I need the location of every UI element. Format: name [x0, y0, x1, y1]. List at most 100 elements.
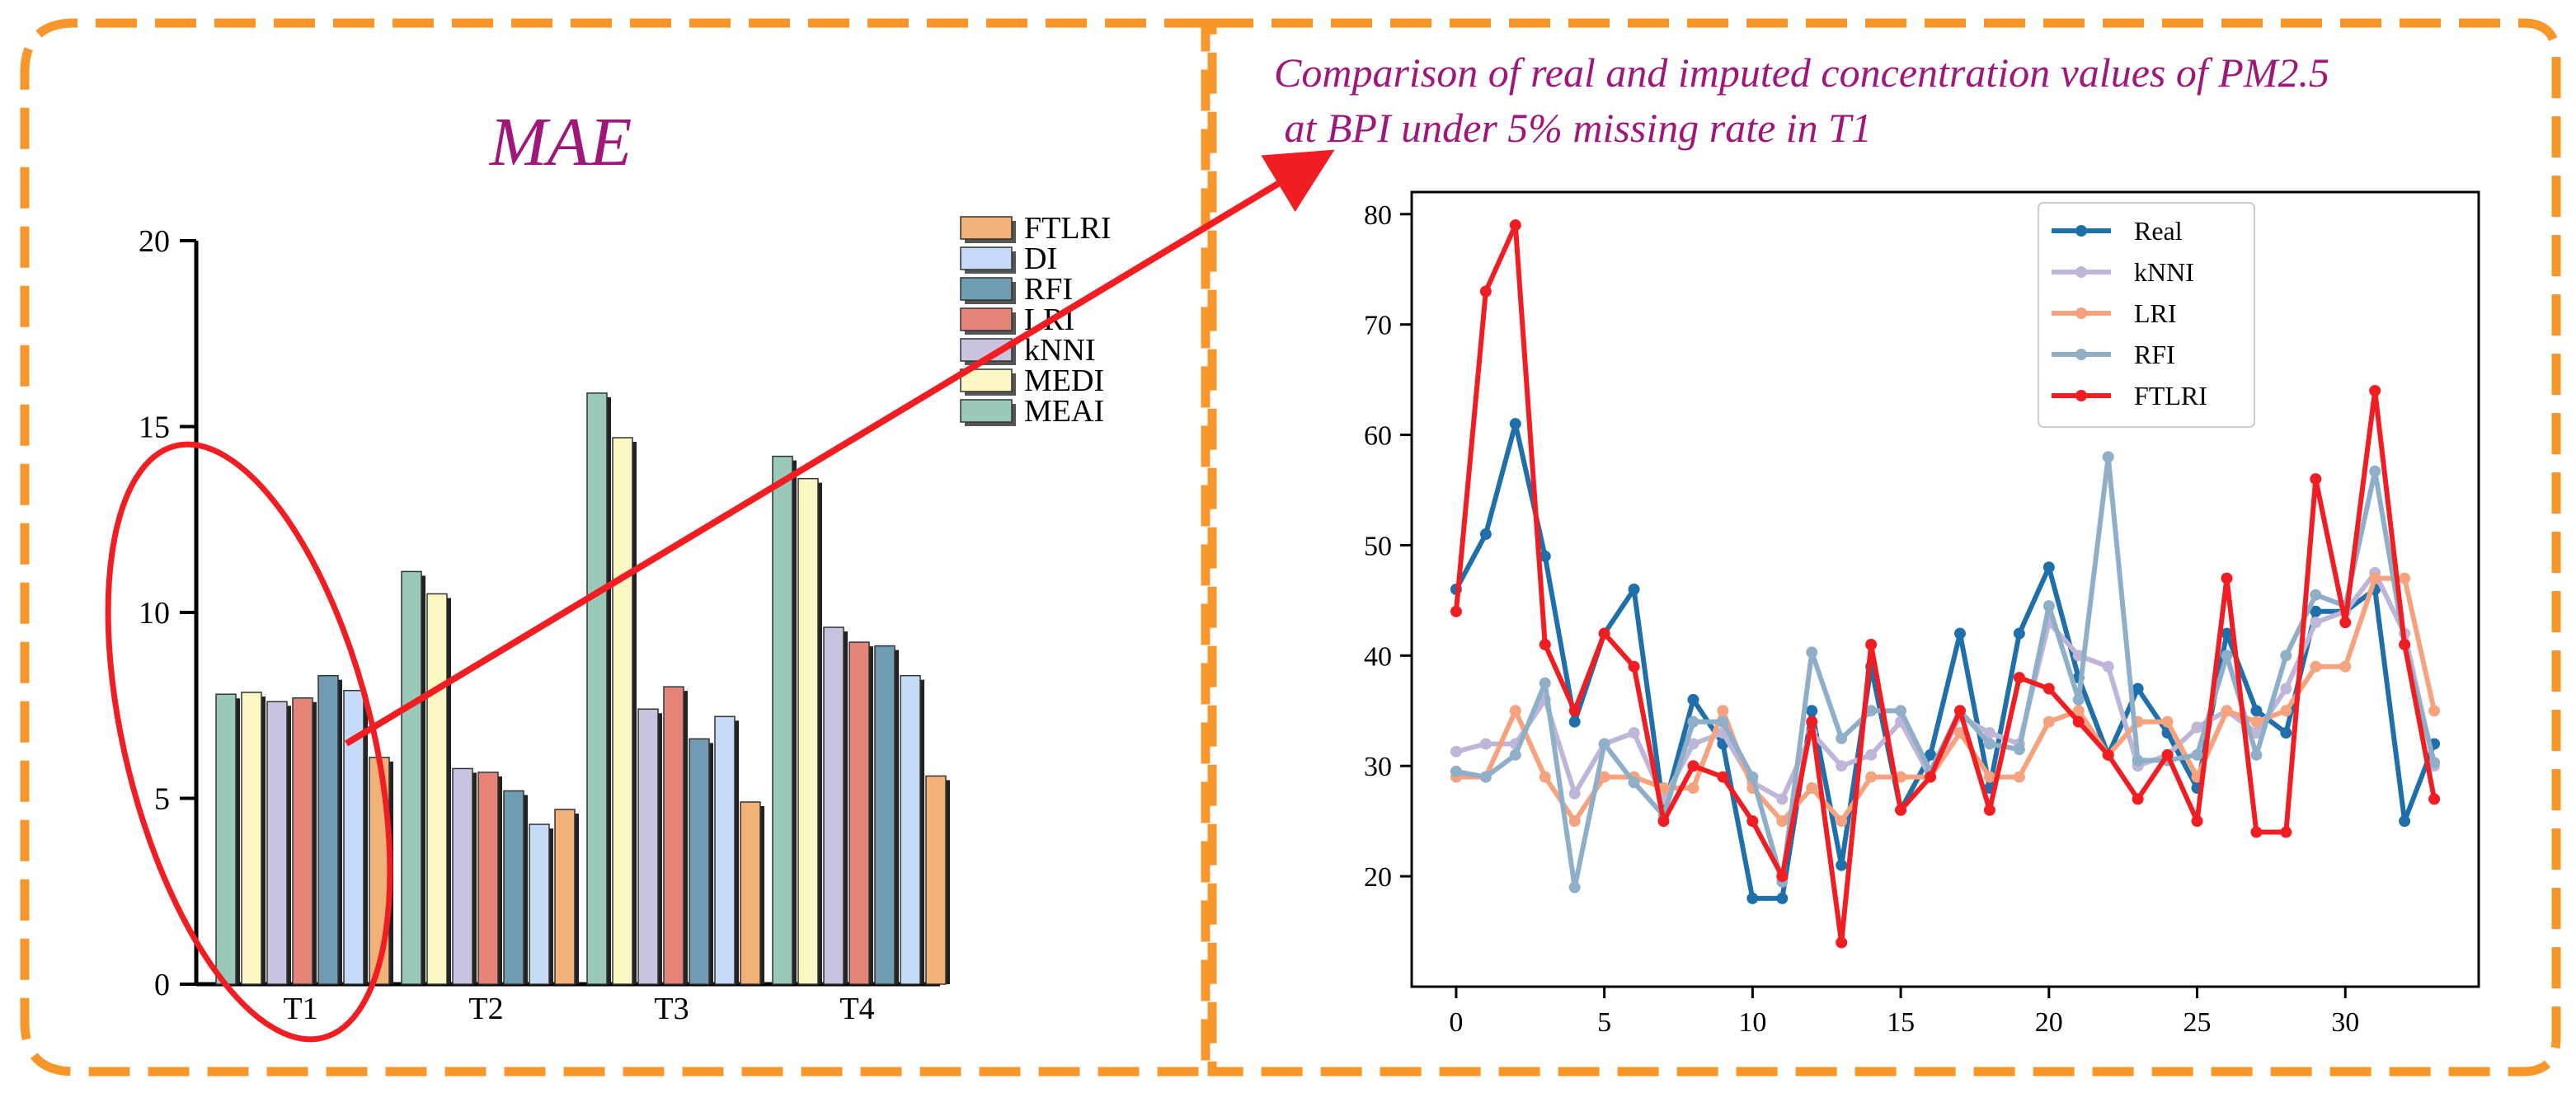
bar-LRI-T3 [663, 686, 684, 985]
line-point-RFI [1806, 646, 1818, 659]
line-y-tick-label: 70 [1364, 311, 1392, 341]
line-point-FTLRI [2102, 748, 2114, 761]
line-point-RFI [1983, 738, 1995, 750]
line-point-RFI [1509, 748, 1521, 761]
line-point-FTLRI [2369, 385, 2381, 396]
line-point-LRI [2399, 572, 2411, 584]
line-point-FTLRI [1865, 638, 1878, 650]
line-point-LRI [1539, 771, 1551, 783]
bar-chart-title: MAE [489, 104, 632, 181]
bar-kNNI-T4 [823, 626, 844, 985]
line-point-LRI [2221, 705, 2233, 717]
bar-y-tick-label: 20 [139, 224, 170, 259]
line-series-Real [1454, 421, 2437, 901]
line-point-Real [1806, 705, 1818, 717]
line-point-LRI [1598, 771, 1610, 783]
line-point-Real [1509, 418, 1521, 430]
line-point-kNNI [2250, 727, 2263, 739]
line-point-RFI [2132, 754, 2144, 767]
line-point-Real [2310, 605, 2322, 617]
line-point-FTLRI [2013, 672, 2025, 684]
line-point-LRI [1717, 705, 1729, 717]
line-point-LRI [1509, 705, 1521, 717]
line-point-Real [1479, 528, 1492, 541]
line-point-Real [2399, 815, 2411, 828]
line-point-LRI [2339, 660, 2352, 673]
line-point-LRI [2280, 705, 2292, 717]
bar-RFI-T1 [317, 674, 339, 985]
bar-legend-swatch-RFI [960, 277, 1013, 301]
line-plot-frame [1410, 190, 2480, 988]
line-legend-label: Real [2134, 216, 2183, 246]
bar-MEAI-T3 [586, 392, 608, 985]
line-point-RFI [1628, 776, 1640, 789]
bar-FTLRI-T3 [740, 801, 761, 985]
line-point-FTLRI [1450, 605, 1462, 617]
line-point-LRI [2042, 715, 2055, 728]
line-point-LRI [2369, 572, 2381, 584]
line-x-tick-label: 30 [2331, 1007, 2359, 1038]
line-point-RFI [1539, 677, 1551, 689]
line-point-LRI [1776, 815, 1789, 828]
line-point-FTLRI [1746, 815, 1759, 828]
line-point-Real [1628, 584, 1640, 595]
line-point-FTLRI [2042, 683, 2055, 695]
line-point-FTLRI [1657, 815, 1670, 828]
line-point-kNNI [2310, 617, 2322, 629]
line-point-FTLRI [1717, 771, 1729, 783]
bar-legend-label: RFI [1024, 272, 1073, 307]
line-point-RFI [2221, 650, 2233, 662]
bar-legend-swatch-MEAI [960, 399, 1013, 423]
line-y-tick-label: 40 [1364, 641, 1392, 672]
line-point-FTLRI [1568, 705, 1581, 717]
line-series [1450, 219, 2441, 949]
line-y-tick-label: 80 [1364, 200, 1392, 231]
line-point-Real [2280, 727, 2292, 739]
line-point-kNNI [2102, 660, 2114, 673]
line-point-LRI [1953, 727, 1966, 739]
line-point-RFI [2310, 589, 2322, 601]
line-point-FTLRI [1836, 936, 1848, 949]
line-point-LRI [1895, 771, 1907, 783]
line-point-FTLRI [1776, 870, 1789, 883]
bar-legend-label: kNNI [1024, 333, 1096, 368]
bar-legend-label: MEAI [1024, 394, 1104, 429]
line-point-LRI [2013, 771, 2025, 783]
line-point-kNNI [1479, 738, 1492, 750]
line-point-FTLRI [1539, 638, 1551, 650]
bar-LRI-T1 [292, 697, 313, 985]
bar-x-tick-label: T1 [283, 992, 317, 1026]
line-legend-marker [2075, 266, 2087, 278]
line-point-RFI [2191, 748, 2203, 761]
line-point-kNNI [1776, 793, 1789, 805]
line-point-FTLRI [2428, 793, 2441, 805]
line-point-LRI [2250, 715, 2263, 728]
bar-MEDI-T4 [797, 477, 819, 985]
line-point-RFI [1598, 738, 1610, 750]
line-point-Real [1539, 550, 1551, 562]
bar-LRI-T4 [848, 641, 870, 985]
line-series-LRI [1455, 575, 2437, 824]
line-point-FTLRI [2339, 617, 2352, 629]
bar-MEDI-T3 [612, 437, 633, 985]
line-point-FTLRI [2191, 815, 2203, 828]
line-point-RFI [1746, 771, 1759, 783]
line-point-FTLRI [1925, 771, 1937, 783]
line-point-LRI [1983, 771, 1995, 783]
line-point-LRI [1806, 782, 1818, 794]
line-x-tick-label: 25 [2183, 1007, 2212, 1038]
line-point-Real [2221, 627, 2233, 640]
bar-MEAI-T4 [772, 455, 793, 985]
line-point-RFI [2428, 757, 2441, 769]
line-point-FTLRI [1598, 627, 1610, 640]
bar-legend-label: MEDI [1024, 364, 1104, 398]
bar-LRI-T2 [477, 772, 499, 985]
bar-x-tick-label: T3 [654, 992, 689, 1026]
t1-highlight-ellipse [105, 441, 393, 1043]
bar-FTLRI-T2 [554, 809, 576, 985]
line-point-FTLRI [1687, 760, 1699, 772]
line-point-Real [2013, 627, 2025, 640]
line-legend-marker [2075, 307, 2087, 319]
line-point-FTLRI [2132, 793, 2144, 805]
bar-kNNI-T3 [637, 708, 659, 985]
